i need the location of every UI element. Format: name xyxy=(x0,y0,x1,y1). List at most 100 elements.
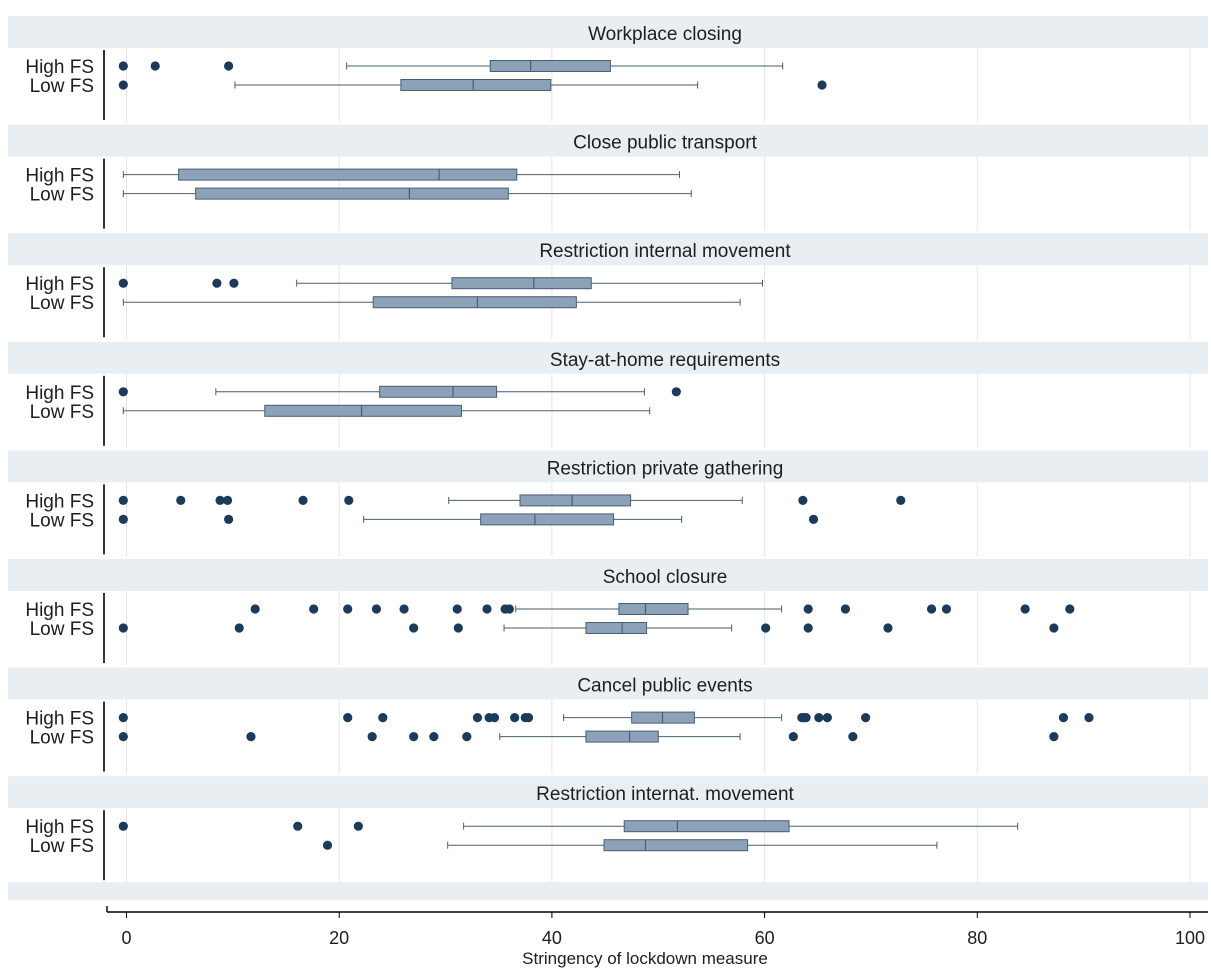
outlier-point xyxy=(761,623,771,633)
group-label: Low FS xyxy=(30,293,94,314)
panel-label-area xyxy=(8,482,104,557)
outlier-point xyxy=(118,387,128,397)
outlier-point xyxy=(803,604,813,614)
outlier-point xyxy=(788,732,798,742)
panel-title: Restriction internat. movement xyxy=(536,784,794,805)
box-iqr xyxy=(451,277,592,290)
outlier-point xyxy=(1058,713,1069,723)
outlier-point xyxy=(309,604,319,614)
outlier-point xyxy=(926,604,937,614)
outlier-point xyxy=(118,623,128,633)
outlier-point xyxy=(212,278,222,288)
outlier-point xyxy=(399,604,409,614)
outlier-point xyxy=(234,623,244,633)
box-iqr xyxy=(623,820,790,833)
outlier-point xyxy=(1020,604,1030,614)
panel-title: Restriction internal movement xyxy=(539,241,791,262)
outlier-point xyxy=(176,495,186,505)
outlier-point xyxy=(523,713,534,723)
box-low-fs: Low FS xyxy=(30,185,692,206)
outlier-point xyxy=(371,604,382,614)
outlier-point xyxy=(840,604,851,614)
x-tick-label: 40 xyxy=(542,928,562,948)
box-low-fs: Low FS xyxy=(30,619,1059,640)
group-label: High FS xyxy=(25,274,94,295)
outlier-point xyxy=(409,623,419,633)
outlier-point xyxy=(250,604,260,614)
outlier-point xyxy=(896,495,906,505)
outlier-point xyxy=(229,278,239,288)
panel-label-area xyxy=(8,591,104,665)
box-high-fs: High FS xyxy=(25,600,1075,621)
panel-title: Cancel public events xyxy=(577,676,752,697)
box-high-fs: High FS xyxy=(25,709,1094,730)
group-label: High FS xyxy=(25,817,94,838)
box-low-fs: Low FS xyxy=(30,76,827,97)
outlier-point xyxy=(118,732,128,742)
panel-label-area xyxy=(8,808,104,883)
box-low-fs: Low FS xyxy=(30,293,741,314)
group-label: Low FS xyxy=(30,619,94,640)
x-tick-label: 80 xyxy=(967,928,987,948)
box-iqr xyxy=(400,79,552,91)
panel-label-area xyxy=(8,699,104,774)
outlier-point xyxy=(378,713,388,723)
outlier-point xyxy=(429,732,439,742)
box-high-fs: High FS xyxy=(25,817,1019,838)
panel-8: Restriction internat. movement High FSLow… xyxy=(8,776,1208,883)
box-high-fs: High FS xyxy=(25,491,906,512)
box-iqr xyxy=(603,839,749,852)
panel-3: Restriction internal movement High FSLow … xyxy=(8,233,1208,340)
outlier-point xyxy=(222,495,233,505)
panel-header xyxy=(8,450,1208,483)
x-tick-label: 0 xyxy=(121,928,131,948)
outlier-point xyxy=(848,732,858,742)
panel-label-area xyxy=(8,156,104,231)
group-label: High FS xyxy=(25,709,94,730)
outlier-point xyxy=(344,495,354,505)
outlier-point xyxy=(223,61,234,71)
panel-title: Stay-at-home requirements xyxy=(550,350,780,371)
group-label: Low FS xyxy=(30,836,94,857)
box-iqr xyxy=(195,187,509,200)
outlier-point xyxy=(510,713,520,723)
box-iqr xyxy=(379,385,498,398)
outlier-point xyxy=(223,514,234,525)
group-label: Low FS xyxy=(30,76,94,97)
group-label: High FS xyxy=(25,166,94,187)
outlier-point xyxy=(298,495,308,505)
outlier-point xyxy=(353,821,363,831)
box-iqr xyxy=(585,622,648,634)
outlier-point xyxy=(246,732,256,742)
outlier-point xyxy=(801,713,811,723)
panel-label-area xyxy=(8,373,104,448)
box-high-fs: High FS xyxy=(25,166,681,187)
outlier-point xyxy=(452,604,462,614)
panel-label-area xyxy=(8,265,104,340)
panel-title: Workplace closing xyxy=(588,24,742,45)
outlier-point xyxy=(118,821,128,831)
outlier-point xyxy=(462,732,472,742)
outlier-point xyxy=(215,495,225,505)
outlier-point xyxy=(409,732,419,742)
x-tick-label: 20 xyxy=(329,928,349,948)
box-iqr xyxy=(264,404,463,417)
outlier-point xyxy=(1049,623,1059,633)
outlier-point xyxy=(489,713,500,723)
outlier-point xyxy=(472,713,483,723)
outlier-point xyxy=(1049,732,1059,742)
outlier-point xyxy=(118,713,128,723)
outlier-point xyxy=(453,623,463,633)
outlier-point xyxy=(814,713,824,723)
panel-title: Restriction private gathering xyxy=(547,458,784,479)
panel-label-area xyxy=(8,48,104,122)
panel-header xyxy=(8,124,1208,157)
box-iqr xyxy=(489,60,611,72)
box-iqr xyxy=(480,513,615,526)
